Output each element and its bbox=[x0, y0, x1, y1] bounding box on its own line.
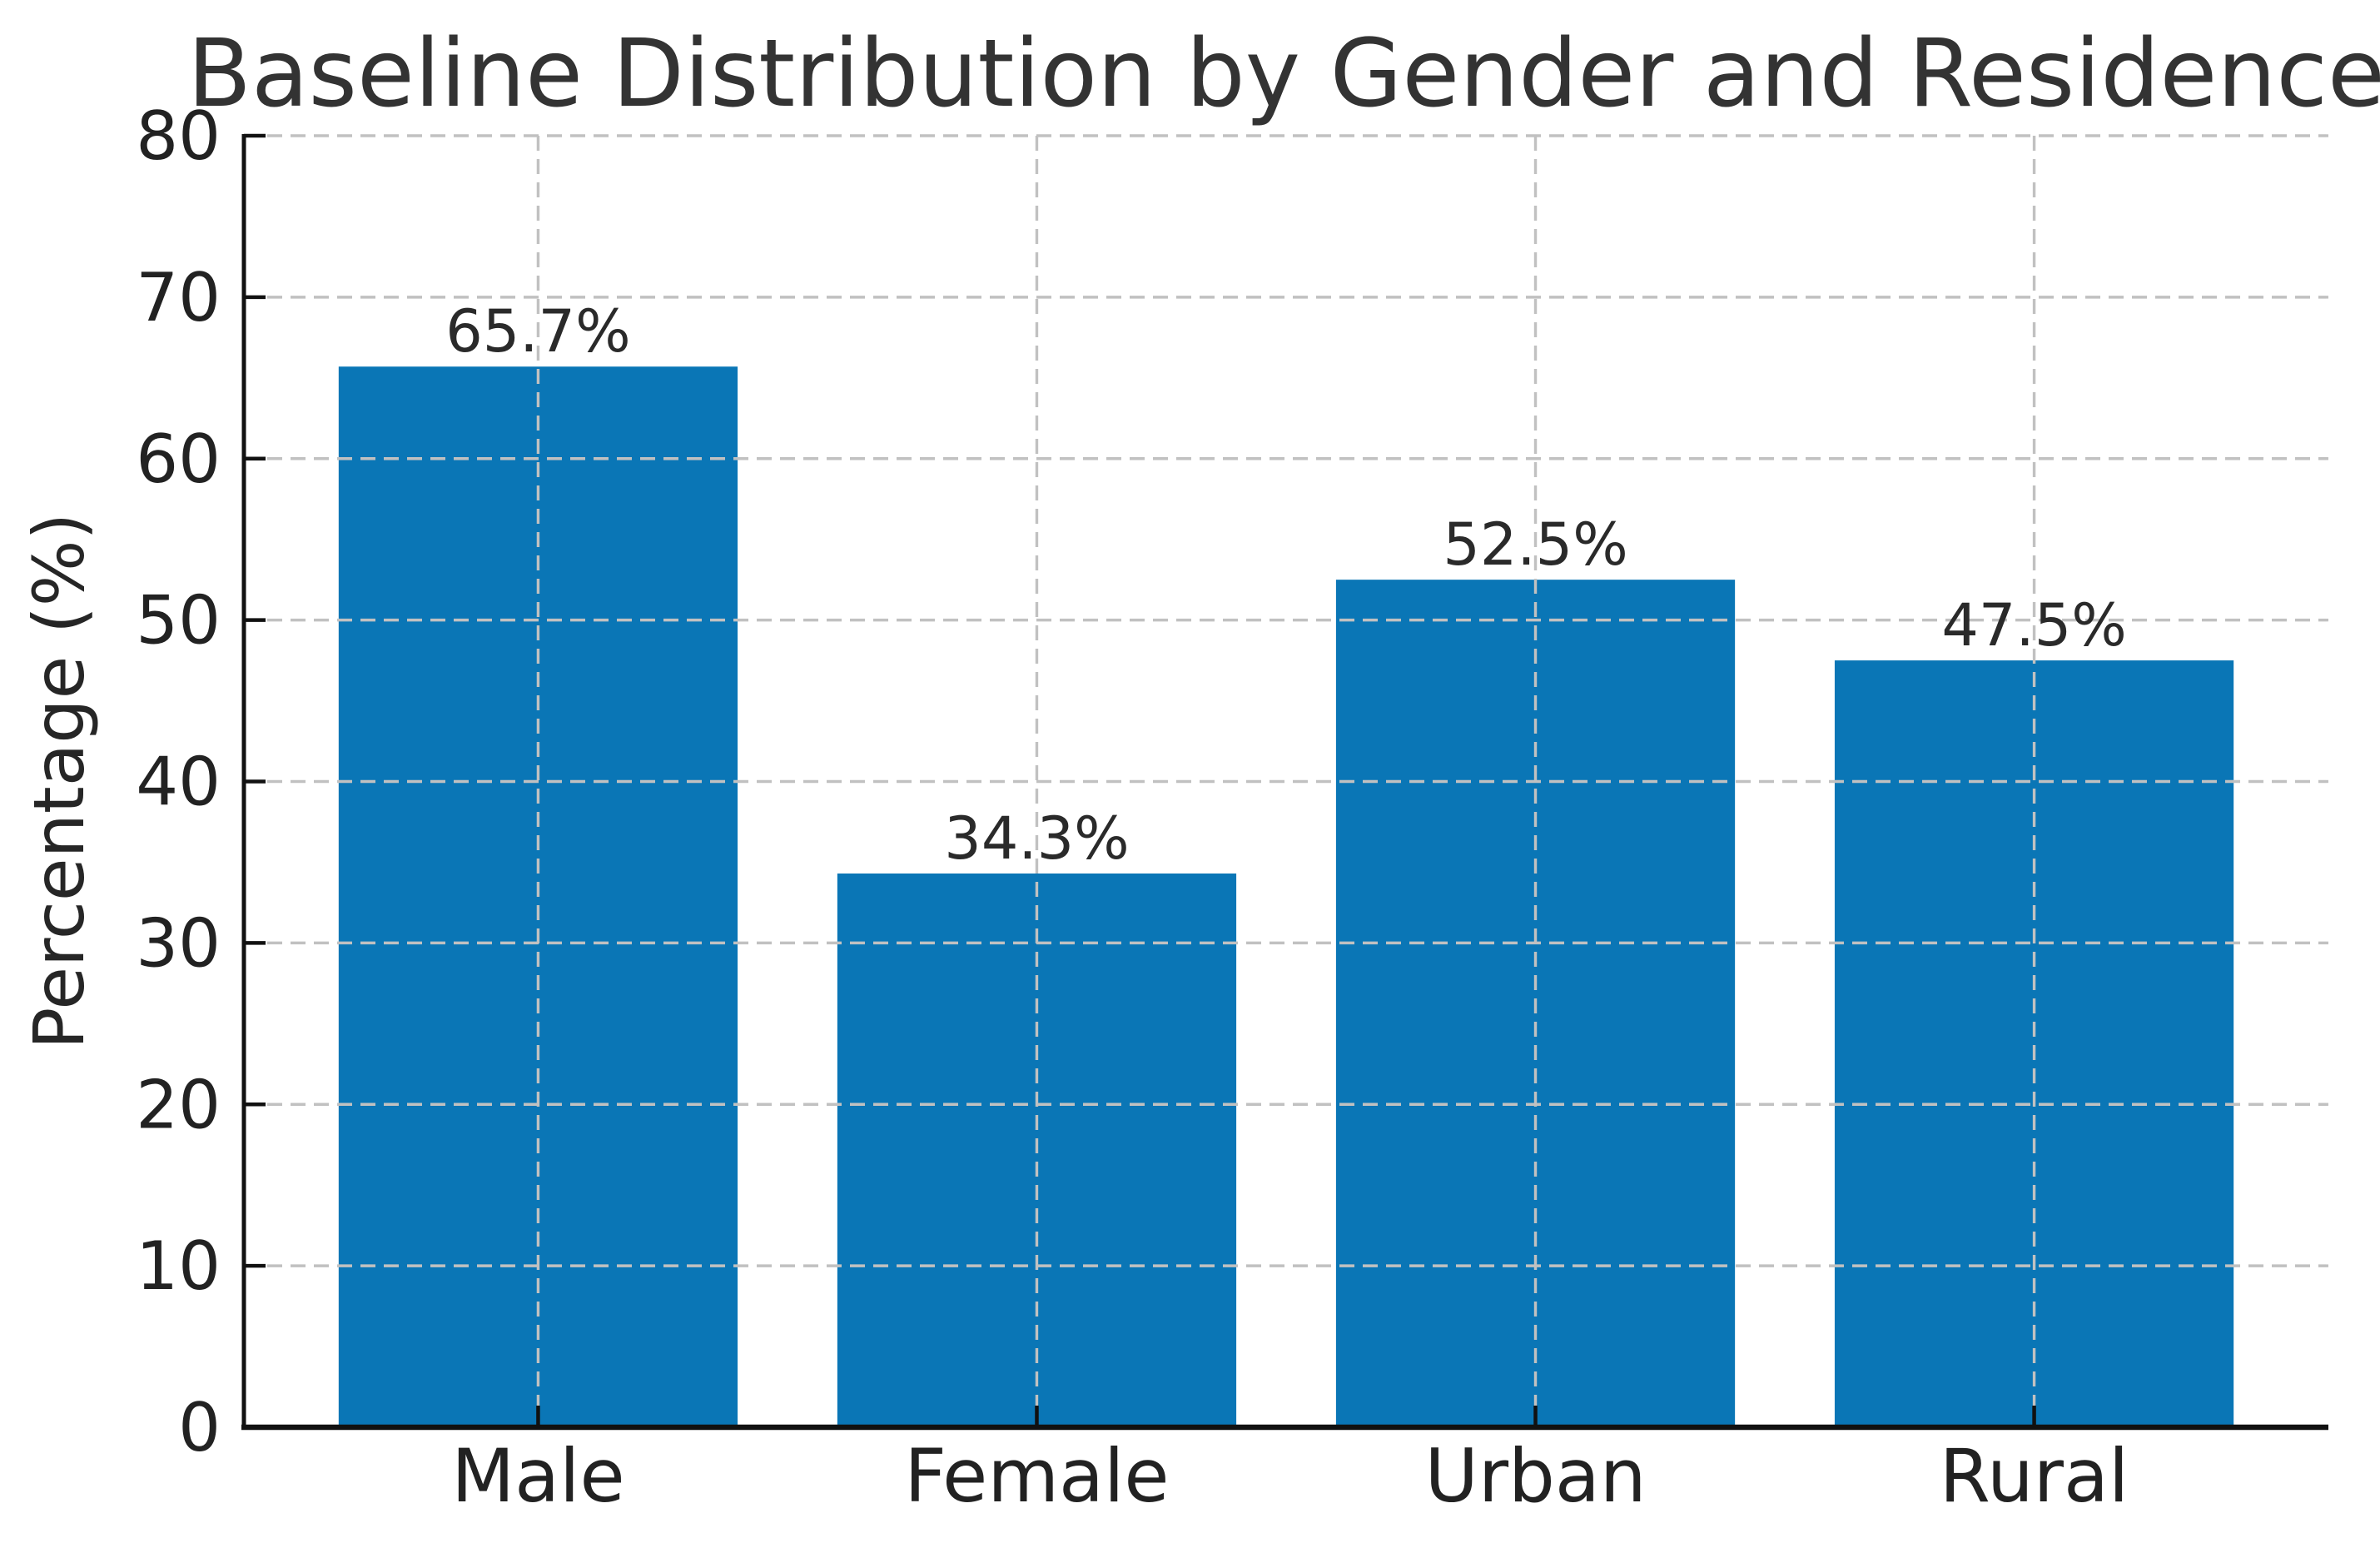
bars-layer bbox=[338, 366, 2234, 1428]
ytick-label-20: 20 bbox=[136, 1066, 221, 1143]
axis-layer bbox=[241, 133, 2328, 1431]
ytick-label-80: 80 bbox=[136, 97, 221, 175]
ytick-label-40: 40 bbox=[136, 744, 221, 821]
ytick-label-30: 30 bbox=[136, 904, 221, 982]
grid-layer bbox=[244, 134, 2328, 1427]
chart-title: Baseline Distribution by Gender and Resi… bbox=[187, 20, 2380, 128]
x-category-label-female: Female bbox=[904, 1433, 1169, 1519]
x-category-label-rural: Rural bbox=[1940, 1433, 2129, 1519]
ytick-label-0: 0 bbox=[178, 1389, 221, 1466]
ytick-label-70: 70 bbox=[136, 259, 221, 336]
y-axis-label: Percentage (%) bbox=[18, 513, 100, 1050]
bar-value-label-rural: 47.5% bbox=[1941, 591, 2126, 660]
ytick-label-60: 60 bbox=[136, 421, 221, 498]
ytick-label-10: 10 bbox=[136, 1227, 221, 1305]
text-layer: 0 10 20 30 40 50 60 70 80 Male Female Urban Rural 65.… bbox=[136, 97, 2129, 1519]
bar-value-label-female: 34.3% bbox=[944, 804, 1129, 873]
x-category-label-male: Male bbox=[451, 1433, 624, 1519]
bar-rural bbox=[1834, 660, 2234, 1427]
bar-value-label-male: 65.7% bbox=[445, 297, 630, 366]
bar-value-label-urban: 52.5% bbox=[1443, 510, 1627, 579]
x-category-label-urban: Urban bbox=[1424, 1433, 1646, 1519]
ytick-label-50: 50 bbox=[136, 582, 221, 660]
